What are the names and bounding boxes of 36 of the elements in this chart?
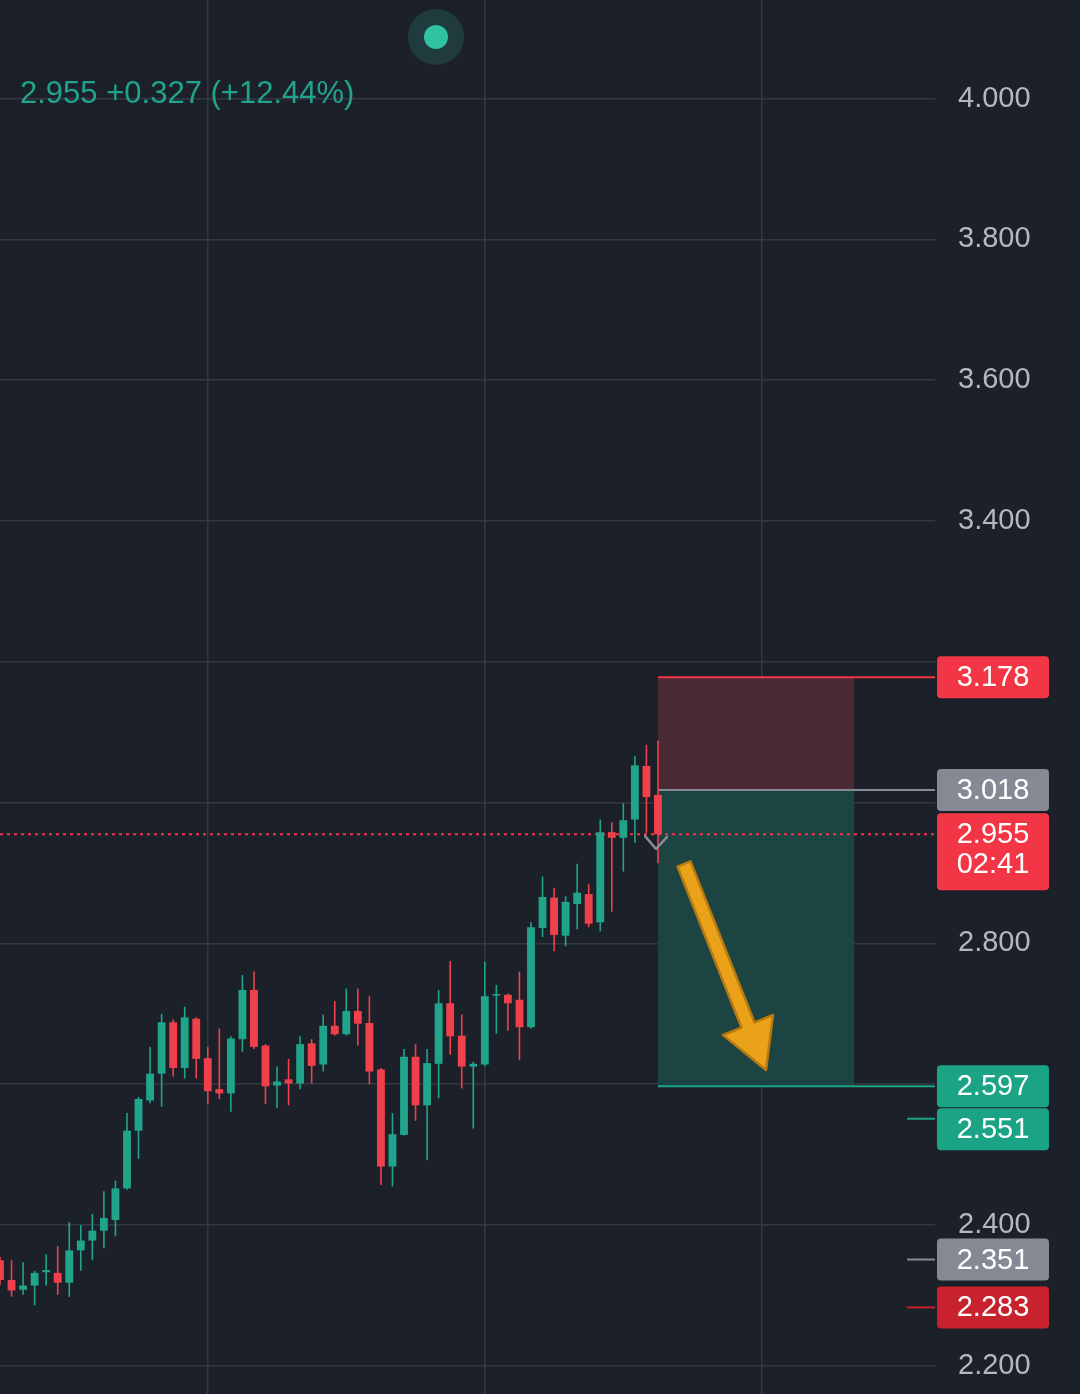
- ref-line-label: 3.178: [956, 660, 1030, 693]
- candlestick: [19, 1261, 28, 1296]
- candlestick: [307, 1038, 316, 1085]
- candlestick: [492, 984, 501, 1035]
- y-tick-label: 4.000: [958, 80, 1031, 113]
- candlestick: [7, 1259, 16, 1298]
- candlestick: [342, 987, 351, 1037]
- y-tick-label: 2.200: [958, 1347, 1031, 1380]
- y-tick-label: 3.400: [958, 502, 1031, 535]
- text: 02:41: [956, 847, 1030, 880]
- candlestick: [42, 1253, 51, 1287]
- candlestick: [469, 1060, 478, 1130]
- y-tick-label: 2.800: [958, 925, 1031, 958]
- y-tick-label: 3.600: [958, 362, 1031, 395]
- candlestick: [99, 1190, 108, 1250]
- y-tick-label: 2.400: [958, 1207, 1031, 1240]
- ref-line-label: 3.018: [956, 772, 1030, 805]
- candlestick: [284, 1058, 293, 1107]
- candlestick: [215, 1027, 224, 1100]
- candlestick: [273, 1065, 281, 1109]
- candlestick: [573, 863, 582, 931]
- ref-line-label: 2.283: [956, 1290, 1030, 1323]
- candlestick: [330, 1000, 339, 1037]
- candlestick: [76, 1224, 85, 1272]
- ref-line-label: 2.351: [956, 1242, 1030, 1275]
- ref-line-label: 2.597: [956, 1069, 1030, 1102]
- candlestick: [53, 1245, 62, 1296]
- candlestick: [88, 1212, 97, 1262]
- candlestick: [30, 1269, 39, 1307]
- y-tick-label: 3.800: [958, 221, 1031, 254]
- text: 2.955 +0.327 (+12.44%): [20, 75, 355, 111]
- candlestick: [619, 802, 628, 873]
- candlestick: [503, 992, 512, 1032]
- ref-line-label: 2.955: [956, 817, 1030, 850]
- candlestick: [353, 987, 362, 1047]
- ref-line-label: 2.551: [956, 1112, 1030, 1145]
